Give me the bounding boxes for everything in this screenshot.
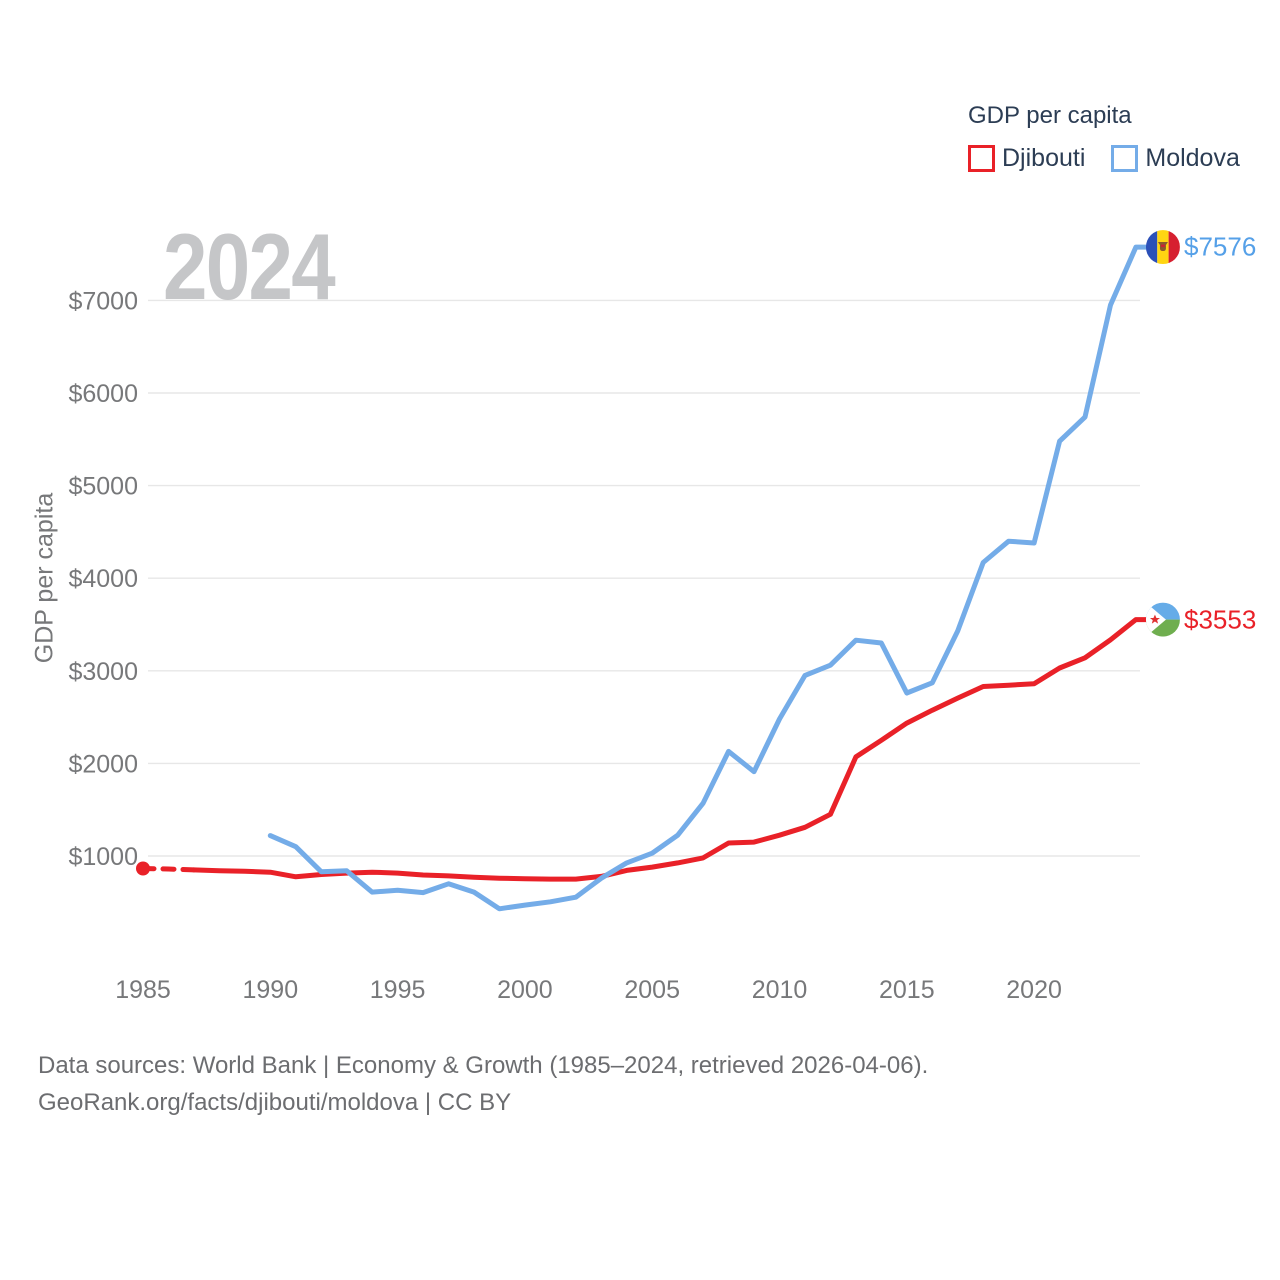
- djibouti-start-dot: [136, 861, 150, 876]
- djibouti-line: [191, 617, 1150, 882]
- legend: GDP per capita Djibouti Moldova: [968, 102, 1240, 173]
- moldova-end-value: $7576: [1184, 231, 1257, 262]
- y-tick-label: $3000: [68, 658, 138, 686]
- x-tick-label: 1985: [115, 976, 171, 1004]
- emblem-detail: [1160, 244, 1165, 248]
- y-axis-title: GDP per capita: [30, 492, 59, 664]
- legend-label-moldova: Moldova: [1145, 144, 1240, 172]
- legend-items: Djibouti Moldova: [968, 144, 1240, 173]
- moldova-swatch-icon: [1111, 145, 1139, 172]
- moldova-flag-icon: [1145, 230, 1180, 265]
- moldova-line: [267, 244, 1150, 912]
- x-tick-label: 2015: [879, 976, 935, 1004]
- legend-title: GDP per capita: [968, 102, 1132, 129]
- djibouti-end-value: $3553: [1184, 604, 1257, 635]
- stripe-blue: [1145, 230, 1158, 265]
- x-tick-label: 1990: [242, 976, 298, 1004]
- stripe-red: [1168, 230, 1180, 265]
- y-tick-label: $6000: [68, 380, 138, 408]
- legend-item-djibouti[interactable]: Djibouti: [968, 144, 1085, 173]
- x-tick-label: 2020: [1006, 976, 1062, 1004]
- x-tick-label: 1995: [370, 976, 426, 1004]
- x-tick-label: 2005: [624, 976, 680, 1004]
- source-line-1: Data sources: World Bank | Economy & Gro…: [38, 1052, 929, 1079]
- y-tick-label: $5000: [68, 473, 138, 501]
- source-line-2: GeoRank.org/facts/djibouti/moldova | CC …: [38, 1089, 512, 1116]
- year-watermark: 2024: [163, 214, 336, 319]
- y-tick-label: $4000: [68, 565, 138, 593]
- x-tick-label: 2000: [497, 976, 553, 1004]
- legend-label-djibouti: Djibouti: [1002, 144, 1086, 172]
- djibouti-flag-icon: [1145, 602, 1180, 637]
- x-tick-label: 2010: [752, 976, 808, 1004]
- djibouti-swatch-icon: [968, 145, 995, 172]
- y-tick-label: $1000: [68, 843, 138, 871]
- legend-item-moldova[interactable]: Moldova: [1111, 144, 1240, 173]
- djibouti-line-dashed: [140, 866, 197, 873]
- y-tick-label: $7000: [68, 287, 138, 315]
- y-tick-label: $2000: [68, 750, 138, 778]
- star: [1149, 614, 1160, 624]
- data-source-note: Data sources: World Bank | Economy & Gro…: [38, 1047, 928, 1121]
